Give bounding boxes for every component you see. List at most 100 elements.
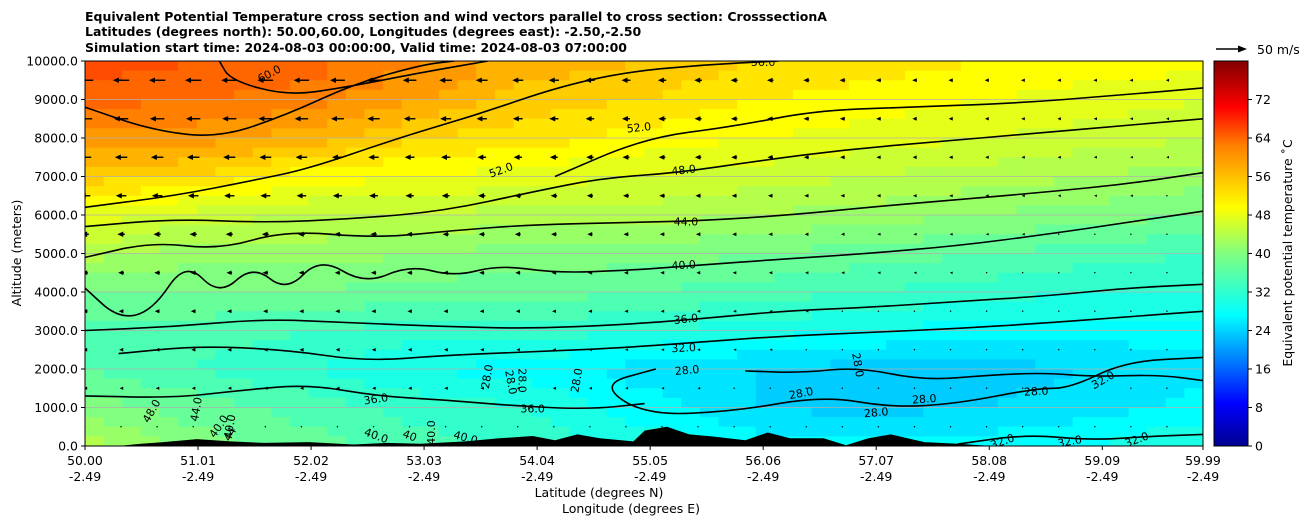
heatmap-cell <box>998 80 1018 91</box>
heatmap-cell <box>699 340 720 351</box>
heatmap-cell <box>122 243 142 255</box>
heatmap-cell <box>755 417 776 428</box>
heatmap-cell <box>476 359 496 370</box>
heatmap-cell <box>550 301 571 312</box>
wind-vector <box>1094 272 1096 274</box>
heatmap-cell <box>774 128 794 139</box>
heatmap-cell <box>476 176 496 187</box>
heatmap-cell <box>681 388 701 399</box>
heatmap-cell <box>1147 166 1167 178</box>
heatmap-cell <box>345 272 366 283</box>
heatmap-cell <box>420 118 440 129</box>
heatmap-cell <box>998 417 1018 428</box>
heatmap-cell <box>85 157 105 168</box>
heatmap-cell <box>848 99 869 110</box>
wind-vector <box>112 77 130 83</box>
heatmap-cell <box>1072 407 1092 418</box>
wind-vector <box>768 271 773 275</box>
heatmap-cell <box>327 186 347 197</box>
heatmap-cell <box>1035 253 1055 264</box>
wind-vector <box>1094 387 1096 389</box>
heatmap-cell <box>904 147 925 158</box>
heatmap-cell <box>1109 166 1130 178</box>
heatmap-cell <box>867 407 887 418</box>
heatmap-cell <box>252 253 272 264</box>
heatmap-cell <box>1016 147 1036 158</box>
wind-vector <box>515 309 520 314</box>
wind-vector <box>335 347 340 352</box>
heatmap-cell <box>998 61 1018 72</box>
heatmap-cell <box>1165 215 1185 226</box>
heatmap-cell <box>1035 176 1055 187</box>
heatmap-cell <box>737 301 757 312</box>
heatmap-cell <box>1053 272 1074 283</box>
heatmap-cell <box>1072 118 1092 129</box>
heatmap-cell <box>401 128 421 139</box>
heatmap-cell <box>942 301 962 312</box>
heatmap-cell <box>401 109 421 120</box>
heatmap-cell <box>1165 340 1185 351</box>
heatmap-cell <box>1035 407 1055 418</box>
heatmap-cell <box>606 263 626 274</box>
heatmap-cell <box>923 109 943 120</box>
heatmap-cell <box>252 195 272 206</box>
heatmap-cell <box>644 378 664 389</box>
heatmap-cell <box>85 359 105 370</box>
heatmap-cell <box>289 426 310 437</box>
wind-vector <box>190 309 196 314</box>
heatmap-cell <box>476 378 496 389</box>
heatmap-cell <box>979 166 999 178</box>
heatmap-cell <box>85 330 105 341</box>
heatmap-cell <box>848 397 869 409</box>
heatmap-cell <box>569 272 589 283</box>
heatmap-cell <box>942 186 962 197</box>
heatmap-cell <box>513 166 533 178</box>
wind-vector <box>1130 194 1133 197</box>
heatmap-cell <box>718 243 738 255</box>
heatmap-cell <box>103 311 123 322</box>
heatmap-cell <box>532 397 552 409</box>
contour-label: 28.0 <box>515 368 528 393</box>
heatmap-cell <box>401 417 421 428</box>
heatmap-cell <box>420 272 440 283</box>
wind-vector <box>367 116 380 122</box>
heatmap-cell <box>140 426 161 437</box>
heatmap-cell <box>681 378 701 389</box>
heatmap-cell <box>1035 426 1055 437</box>
heatmap-cell <box>159 61 179 72</box>
heatmap-cell <box>1072 89 1092 101</box>
heatmap-cell <box>140 388 161 399</box>
wind-vector <box>949 387 952 389</box>
wind-vector <box>875 78 881 83</box>
heatmap-cell <box>103 417 123 428</box>
heatmap-cell <box>383 234 403 245</box>
heatmap-cell <box>681 176 701 187</box>
heatmap-cell <box>1035 70 1055 81</box>
heatmap-cell <box>439 70 459 81</box>
heatmap-cell <box>848 417 869 428</box>
heatmap-cell <box>327 99 347 110</box>
heatmap-cell <box>1147 99 1167 110</box>
wind-vector <box>841 310 844 312</box>
heatmap-cell <box>644 80 664 91</box>
heatmap-cell <box>774 224 794 235</box>
heatmap-cell <box>1128 138 1148 149</box>
heatmap-cell <box>848 292 869 303</box>
heatmap-cell <box>737 128 757 139</box>
x-tick-label-lon: -2.49 <box>521 469 553 484</box>
heatmap-cell <box>1035 397 1055 409</box>
heatmap-cell <box>1165 234 1185 245</box>
heatmap-cell <box>1035 388 1055 399</box>
heatmap-cell <box>401 166 421 178</box>
heatmap-cell <box>439 166 459 178</box>
heatmap-cell <box>178 282 198 293</box>
heatmap-cell <box>364 157 384 168</box>
heatmap-cell <box>476 89 496 101</box>
heatmap-cell <box>979 70 999 81</box>
y-axis-ticks: 0.01000.02000.03000.04000.05000.06000.07… <box>26 54 85 454</box>
heatmap-cell <box>140 253 161 264</box>
heatmap-cell <box>830 138 850 149</box>
wind-vector <box>949 310 952 312</box>
heatmap-cell <box>942 118 962 129</box>
heatmap-cell <box>234 118 254 129</box>
